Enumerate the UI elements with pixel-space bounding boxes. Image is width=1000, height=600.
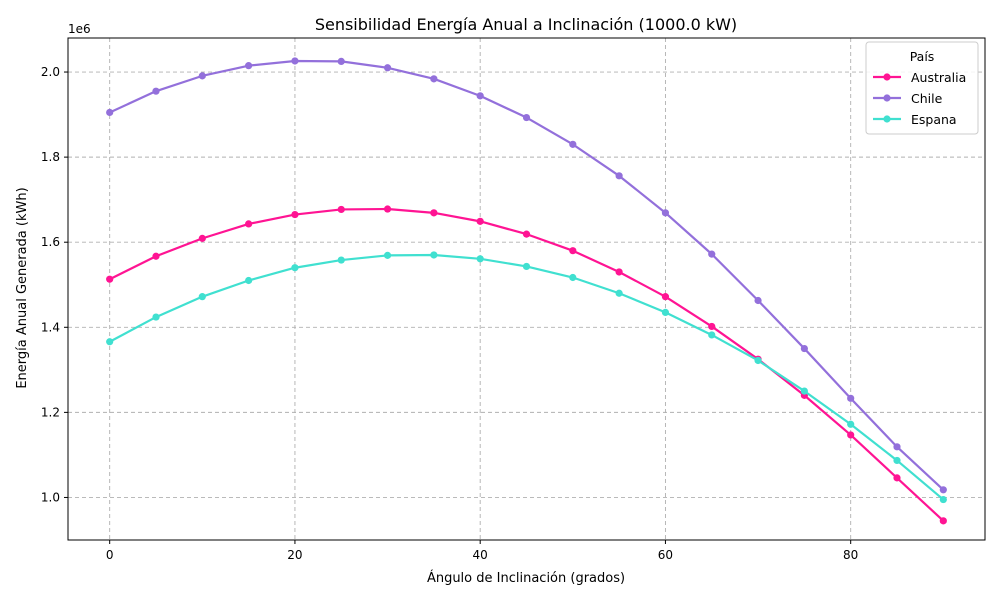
- data-point-espana: [939, 495, 947, 504]
- data-point-australia: [661, 293, 670, 301]
- data-point-australia: [522, 230, 531, 238]
- data-point-chile: [337, 57, 345, 65]
- data-point-chile: [754, 296, 762, 305]
- legend-entries: Australia Chile Espana: [873, 70, 966, 127]
- x-tick-label: 20: [287, 548, 302, 562]
- data-point-chile: [615, 172, 623, 180]
- legend-label-espana: Espana: [911, 112, 957, 127]
- data-point-chile: [522, 113, 531, 122]
- data-point-australia: [939, 517, 947, 525]
- data-point-espana: [337, 256, 345, 264]
- y-tick-label: 1.4: [41, 320, 60, 334]
- data-point-chile: [569, 140, 577, 148]
- data-point-chile: [383, 64, 392, 72]
- data-point-espana: [754, 356, 762, 365]
- data-point-australia: [106, 275, 114, 283]
- data-point-australia: [198, 234, 206, 242]
- grid-layer: [68, 38, 985, 540]
- data-point-chile: [476, 92, 484, 100]
- data-point-australia: [893, 474, 901, 482]
- data-point-australia: [708, 322, 716, 331]
- legend-entry-espana: Espana: [873, 112, 957, 127]
- data-point-australia: [291, 210, 299, 219]
- y-offset-label: 1e6: [68, 22, 91, 36]
- data-point-espana: [152, 313, 160, 321]
- data-point-espana: [615, 289, 623, 297]
- data-point-australia: [245, 220, 253, 228]
- data-point-espana: [106, 338, 114, 346]
- legend-swatch-marker: [883, 115, 891, 123]
- data-point-espana: [661, 308, 670, 316]
- series-australia: [106, 205, 947, 525]
- data-point-espana: [430, 251, 438, 259]
- data-point-espana: [800, 387, 808, 395]
- series-espana: [106, 251, 947, 504]
- series-layer: [106, 57, 947, 525]
- legend-label-chile: Chile: [911, 91, 943, 106]
- data-point-chile: [661, 209, 670, 217]
- data-point-espana: [708, 331, 716, 339]
- y-tick-label: 1.8: [41, 150, 60, 164]
- data-point-chile: [708, 250, 716, 258]
- data-point-australia: [847, 431, 855, 439]
- y-tick-label: 1.6: [41, 235, 60, 249]
- data-point-chile: [939, 486, 947, 494]
- x-axis-label: Ángulo de Inclinación (grados): [427, 570, 625, 586]
- legend-entry-australia: Australia: [873, 70, 966, 85]
- data-point-australia: [152, 252, 160, 260]
- legend: País Australia Chile Espana: [865, 41, 979, 135]
- data-point-australia: [430, 209, 438, 217]
- legend-swatch-marker: [883, 73, 891, 81]
- data-point-chile: [893, 443, 901, 451]
- data-point-espana: [245, 276, 253, 285]
- data-point-chile: [430, 75, 438, 83]
- x-tick-label: 40: [473, 548, 488, 562]
- data-point-australia: [569, 247, 577, 255]
- x-tick-label: 80: [843, 548, 858, 562]
- data-point-australia: [615, 268, 623, 276]
- legend-swatch-marker: [883, 94, 891, 102]
- data-point-australia: [337, 205, 345, 214]
- data-point-chile: [800, 344, 808, 353]
- data-point-espana: [522, 262, 531, 271]
- y-axis-label: Energía Anual Generada (kWh): [15, 187, 30, 388]
- data-point-espana: [291, 264, 299, 272]
- chart-title: Sensibilidad Energía Anual a Inclinación…: [315, 15, 737, 34]
- legend-entry-chile: Chile: [873, 91, 943, 106]
- data-point-chile: [106, 108, 114, 117]
- series-line-chile: [109, 59, 945, 491]
- legend-title: País: [910, 49, 935, 64]
- y-tick-label: 2.0: [41, 65, 60, 79]
- data-point-chile: [152, 87, 160, 95]
- legend-label-australia: Australia: [911, 70, 966, 85]
- series-line-espana: [109, 253, 945, 501]
- legend-box: [865, 41, 979, 135]
- data-point-espana: [383, 251, 392, 259]
- series-chile: [106, 57, 947, 494]
- x-tick-label: 0: [106, 548, 114, 562]
- plot-frame: [67, 37, 986, 541]
- data-point-espana: [847, 420, 855, 428]
- y-tick-label: 1.0: [41, 490, 60, 504]
- y-tick-label: 1.2: [41, 405, 60, 419]
- data-point-chile: [291, 57, 299, 65]
- data-point-australia: [383, 205, 392, 213]
- data-point-chile: [847, 394, 855, 402]
- data-point-espana: [198, 293, 206, 301]
- data-point-chile: [198, 72, 206, 80]
- x-tick-label: 60: [658, 548, 673, 562]
- data-point-espana: [569, 273, 577, 282]
- data-point-espana: [893, 456, 901, 465]
- data-point-espana: [476, 255, 484, 263]
- ticks-layer: 0 20 40 60 80 1.0 1.2 1.4 1.6 1.8 2.0: [41, 65, 858, 562]
- data-point-chile: [245, 62, 253, 70]
- data-point-australia: [476, 217, 484, 225]
